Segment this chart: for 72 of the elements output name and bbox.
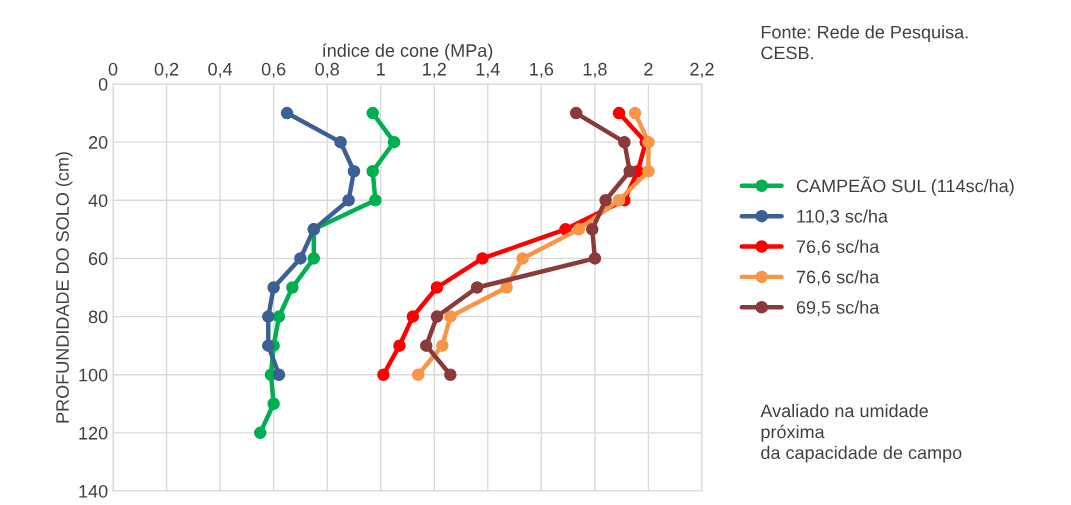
y-tick-label: 0	[98, 77, 108, 91]
source-note: Fonte: Rede de Pesquisa. CESB.	[761, 25, 968, 60]
x-tick-label: 2,2	[690, 62, 714, 78]
point	[612, 106, 626, 120]
x-axis-title: índice de cone (MPa)	[322, 43, 493, 61]
point	[430, 310, 444, 323]
legend-label: 76,6 sc/ha	[796, 239, 880, 256]
legend-label: 110,3 sc/ha	[797, 209, 888, 225]
point	[612, 194, 626, 207]
point	[387, 135, 401, 149]
point	[623, 164, 636, 178]
point	[267, 397, 280, 411]
point	[411, 368, 425, 381]
point	[599, 194, 612, 207]
point	[366, 164, 379, 178]
x-tick-label: 0,6	[261, 62, 286, 78]
x-tick-label: 1,2	[423, 62, 446, 78]
y-tick-label: 80	[88, 310, 108, 324]
point	[253, 426, 267, 440]
point	[500, 281, 513, 294]
point	[286, 281, 299, 294]
point	[436, 339, 449, 352]
point	[342, 194, 355, 207]
point	[569, 106, 583, 120]
point	[280, 106, 294, 120]
point	[334, 135, 347, 149]
y-tick-label: 120	[79, 426, 108, 440]
point	[347, 164, 361, 178]
point	[444, 310, 457, 323]
x-tick-label: 1,6	[530, 62, 554, 78]
point	[307, 252, 321, 265]
x-tick-label: 2	[644, 62, 653, 76]
x-tick-label: 0,4	[208, 62, 233, 78]
x-tick-label: 0,2	[154, 62, 179, 78]
point	[393, 339, 406, 352]
point	[618, 135, 631, 149]
x-tick-label: 1	[377, 62, 385, 76]
y-tick-label: 40	[88, 194, 108, 208]
point	[516, 252, 529, 265]
point	[588, 252, 602, 265]
point	[377, 368, 390, 381]
legend-label: 76,6 sc/ha	[796, 270, 880, 286]
text: Avaliado na umidade próxima da capacidade de campo	[760, 404, 962, 463]
y-tick-label: 140	[79, 484, 108, 498]
point	[470, 281, 484, 294]
y-tick-label: 100	[79, 368, 108, 382]
point	[369, 194, 382, 207]
point	[406, 310, 420, 323]
point	[294, 252, 307, 265]
point	[476, 252, 489, 265]
point	[272, 310, 286, 323]
x-tick-label: 0	[108, 62, 118, 76]
point	[642, 164, 655, 178]
point	[628, 106, 642, 120]
point	[572, 223, 586, 236]
point	[366, 106, 379, 120]
point	[444, 368, 457, 381]
point	[262, 310, 275, 323]
x-tick-label: 0,8	[315, 62, 339, 78]
point	[272, 368, 286, 381]
y-axis-title: PROFUNDIDADE DO SOLO (cm)	[55, 152, 73, 423]
point	[430, 281, 444, 294]
y-tick-label: 20	[88, 136, 108, 149]
legend-label: CAMPEÃO SUL (114sc/ha)	[796, 176, 1014, 196]
point	[262, 339, 275, 352]
y-tick-label: 60	[88, 252, 108, 266]
legend-label: 69,5 sc/ha	[796, 300, 880, 316]
point	[419, 339, 433, 352]
x-tick-label: 1,4	[476, 62, 500, 78]
x-tick-label: 1,8	[583, 62, 607, 78]
point	[267, 281, 280, 294]
point	[585, 223, 599, 236]
